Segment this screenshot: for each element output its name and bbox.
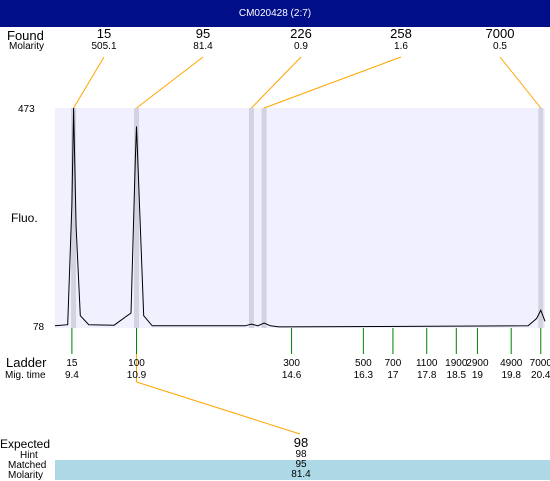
ladder-item: 7000 20.4: [521, 357, 550, 382]
fluo-axis-label: Fluo.: [11, 211, 38, 225]
ladder-mig-time: 17.8: [416, 370, 437, 381]
ladder-mig-time: 16.3: [353, 370, 374, 381]
ladder-item: 300 14.6: [272, 357, 312, 382]
molarity-value: 81.4: [291, 469, 311, 480]
ladder-size: 2900: [466, 358, 489, 369]
ladder-size: 4900: [500, 358, 523, 369]
found-marker-band: [248, 108, 254, 328]
expected-connector: [136, 381, 301, 435]
expected-value: 98: [293, 435, 309, 450]
found-marker-band: [538, 108, 544, 328]
window-title: CM020428 (2:7): [0, 0, 550, 27]
found-molarity: 0.9: [294, 41, 308, 52]
hint-label: Hint: [20, 450, 38, 461]
molarity-bottom-label: Molarity: [8, 470, 44, 481]
y-max-label: 473: [18, 104, 35, 115]
found-peak-label: 95 81.4: [173, 27, 233, 53]
found-molarity: 0.5: [493, 41, 507, 52]
found-peak-label: 7000 0.5: [470, 27, 530, 53]
ladder-size: 500: [355, 358, 372, 369]
found-size: 15: [96, 26, 112, 41]
ladder-mig-time: 20.4: [531, 370, 550, 381]
found-marker-band: [71, 108, 77, 328]
molarity-label: Molarity: [9, 41, 45, 52]
found-connector: [499, 56, 542, 109]
found-size: 258: [390, 26, 412, 41]
found-molarity: 1.6: [394, 41, 408, 52]
ladder-size: 1100: [415, 358, 438, 369]
ladder-item: 2900 19: [457, 357, 497, 382]
ladder-mig-time: 14.6: [281, 370, 302, 381]
found-marker-band: [261, 108, 267, 328]
ladder-size: 300: [283, 358, 300, 369]
found-marker-band: [134, 108, 140, 328]
ladder-item: 1100 17.8: [407, 357, 447, 382]
matched-value: 95: [295, 459, 307, 470]
found-connector: [251, 56, 302, 109]
matched-label: Matched: [8, 460, 47, 471]
ladder-mig-time: 17: [387, 370, 399, 381]
found-connector: [263, 56, 402, 109]
ladder-item: 4900 19.8: [491, 357, 531, 382]
hint-value: 98: [295, 449, 307, 460]
ladder-mig-time: 10.9: [126, 370, 147, 381]
found-connector: [136, 56, 204, 109]
plot-area: [55, 108, 545, 328]
ladder-label: Ladder: [6, 355, 47, 370]
expected-label: Expected: [0, 437, 51, 451]
found-peak-label: 258 1.6: [371, 27, 431, 53]
found-size: 95: [195, 26, 211, 41]
y-min-label: 78: [33, 322, 45, 333]
found-molarity: 81.4: [193, 41, 213, 52]
ladder-size: 15: [66, 358, 78, 369]
ladder-mig-time: 9.4: [64, 370, 79, 381]
found-peak-label: 226 0.9: [271, 27, 331, 53]
found-connector: [73, 56, 105, 109]
found-label: Found: [7, 28, 44, 43]
ladder-size: 7000: [529, 358, 550, 369]
fluorescence-trace: [54, 107, 546, 328]
found-peak-label: 15 505.1: [74, 27, 134, 53]
ladder-item: 100 10.9: [117, 357, 157, 382]
ladder-item: 1900 18.5: [436, 357, 476, 382]
ladder-size: 700: [384, 358, 402, 369]
ladder-size: 1900: [445, 358, 468, 369]
found-size: 7000: [485, 26, 515, 41]
ladder-item: 500 16.3: [343, 357, 383, 382]
mig-time-label: Mig. time: [5, 370, 46, 381]
found-molarity: 505.1: [91, 41, 117, 52]
ladder-size: 100: [128, 358, 145, 369]
ladder-mig-time: 19: [471, 370, 483, 381]
ladder-mig-time: 19.8: [501, 370, 521, 381]
ladder-item: 700 17: [373, 357, 413, 382]
ladder-mig-time: 18.5: [446, 370, 467, 381]
found-size: 226: [290, 26, 312, 41]
ladder-item: 15 9.4: [52, 357, 92, 382]
matched-molarity-band: [55, 460, 550, 480]
